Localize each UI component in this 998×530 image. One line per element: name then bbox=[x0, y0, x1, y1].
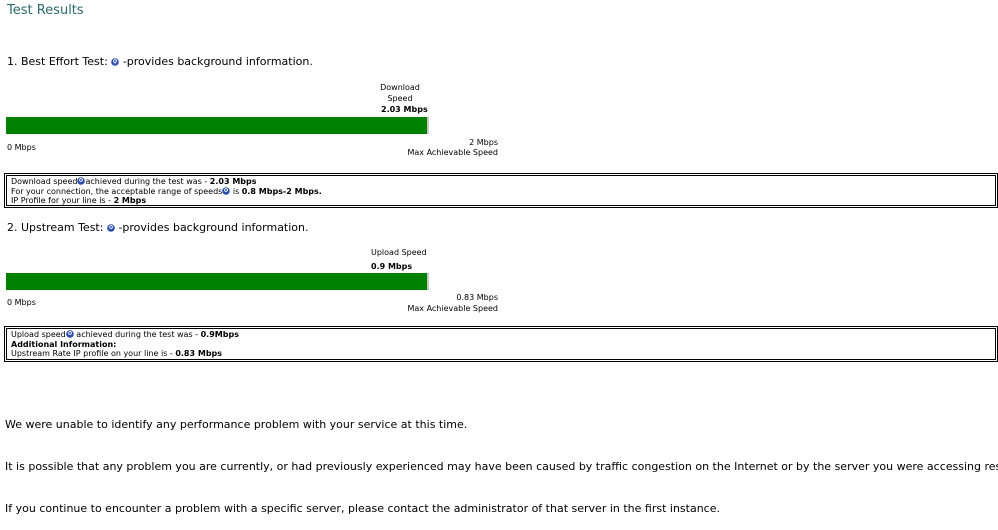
detail-line: Additional Information: bbox=[11, 340, 991, 350]
speed-bar bbox=[6, 273, 429, 290]
gauge-label: Download Speed bbox=[380, 83, 420, 103]
detail-value: 0.83 Mbps bbox=[175, 349, 223, 358]
gauge-min: 0 Mbps bbox=[7, 143, 36, 152]
speed-bar bbox=[6, 117, 429, 134]
summary-line: If you continue to encounter a problem w… bbox=[5, 502, 720, 515]
detail-line: For your connection, the acceptable rang… bbox=[11, 187, 991, 197]
detail-text: IP Profile for your line is - bbox=[11, 196, 114, 205]
detail-heading: Additional Information: bbox=[11, 339, 117, 349]
gauge-value: 0.9 Mbps bbox=[371, 262, 413, 271]
summary-line: It is possible that any problem you are … bbox=[5, 460, 998, 473]
detail-line: IP Profile for your line is - 2 Mbps bbox=[11, 196, 991, 206]
info-icon[interactable] bbox=[65, 330, 74, 338]
detail-line: Upload speed achieved during the test wa… bbox=[11, 330, 991, 340]
detail-text: Upload speed bbox=[11, 330, 66, 339]
gauge-label: Upload Speed bbox=[371, 248, 427, 257]
detail-value: 2.03 Mbps bbox=[209, 177, 257, 186]
page-title: Test Results bbox=[7, 3, 84, 18]
detail-text: Upstream Rate IP profile on your line is… bbox=[11, 349, 176, 358]
detail-text: Download speed bbox=[11, 177, 78, 186]
detail-line: Upstream Rate IP profile on your line is… bbox=[11, 349, 991, 359]
info-text: -provides background information. bbox=[122, 55, 313, 68]
info-icon[interactable] bbox=[222, 186, 231, 195]
test-heading: 2. Upstream Test: -provides background i… bbox=[7, 221, 309, 234]
summary: We were unable to identify any performan… bbox=[5, 390, 998, 530]
info-icon[interactable] bbox=[111, 58, 120, 66]
gauge-max-label: Max Achievable Speed bbox=[407, 148, 498, 157]
detail-text: is bbox=[230, 186, 242, 196]
detail-text: For your connection, the acceptable rang… bbox=[11, 186, 223, 196]
gauge-max: 0.83 Mbps bbox=[456, 293, 498, 302]
heading-text: 1. Best Effort Test: bbox=[7, 55, 108, 68]
detail-value: 2 Mbps bbox=[113, 196, 147, 205]
info-text: -provides background information. bbox=[118, 221, 309, 234]
gauge-value: 2.03 Mbps bbox=[381, 105, 428, 114]
details-box: Upload speed achieved during the test wa… bbox=[4, 326, 998, 362]
detail-text: achieved during the test was - bbox=[85, 177, 210, 186]
gauge-min: 0 Mbps bbox=[7, 298, 36, 307]
gauge-max: 2 Mbps bbox=[469, 138, 498, 147]
info-icon[interactable] bbox=[107, 224, 115, 232]
details-box: Download speed achieved during the test w… bbox=[4, 173, 998, 208]
summary-line: We were unable to identify any performan… bbox=[5, 418, 468, 431]
test-heading: 1. Best Effort Test: -provides backgroun… bbox=[7, 55, 313, 68]
page: Test Results 1. Best Effort Test: -provi… bbox=[4, 3, 998, 515]
info-icon[interactable] bbox=[77, 177, 86, 185]
detail-value: 0.9Mbps bbox=[200, 330, 239, 339]
gauge-max-label: Max Achievable Speed bbox=[407, 304, 498, 313]
heading-text: 2. Upstream Test: bbox=[7, 221, 104, 234]
detail-value: 0.8 Mbps-2 Mbps. bbox=[241, 186, 322, 196]
detail-text: achieved during the test was - bbox=[73, 330, 201, 339]
detail-line: Download speed achieved during the test w… bbox=[11, 177, 991, 187]
